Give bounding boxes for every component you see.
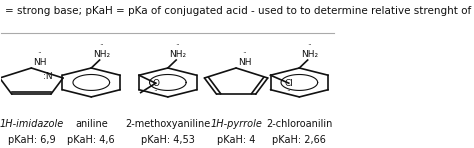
Text: ··: ·· — [175, 41, 180, 50]
Text: pKaH: 4: pKaH: 4 — [217, 135, 255, 145]
Text: :N: :N — [43, 72, 53, 81]
Text: 2-chloroanilin: 2-chloroanilin — [266, 119, 333, 129]
Text: Cl: Cl — [284, 79, 293, 88]
Text: O: O — [152, 79, 159, 88]
Text: 1H-imidazole: 1H-imidazole — [0, 119, 64, 129]
Text: NH₂: NH₂ — [301, 50, 318, 59]
Text: pKaH: 2,66: pKaH: 2,66 — [273, 135, 326, 145]
Text: ··: ·· — [99, 41, 104, 50]
Text: pKaH: 4,6: pKaH: 4,6 — [67, 135, 115, 145]
Text: 2-methoxyaniline: 2-methoxyaniline — [125, 119, 210, 129]
Text: aniline: aniline — [75, 119, 108, 129]
Text: NH₂: NH₂ — [169, 50, 186, 59]
Text: pKaH: 4,53: pKaH: 4,53 — [141, 135, 195, 145]
Text: ··: ·· — [307, 41, 312, 50]
Text: NH: NH — [237, 58, 251, 67]
Text: ··: ·· — [242, 49, 247, 58]
Text: NH: NH — [33, 58, 46, 67]
Text: ··: ·· — [286, 87, 291, 96]
Text: ··: ·· — [37, 49, 42, 58]
Text: 1H-pyrrole: 1H-pyrrole — [210, 119, 262, 129]
Text: ··: ·· — [153, 87, 158, 96]
Text: NH₂: NH₂ — [93, 50, 110, 59]
Text: = strong base; pKaH = pKa of conjugated acid - used to to determine relative str: = strong base; pKaH = pKa of conjugated … — [5, 6, 474, 16]
Text: pKaH: 6,9: pKaH: 6,9 — [8, 135, 55, 145]
